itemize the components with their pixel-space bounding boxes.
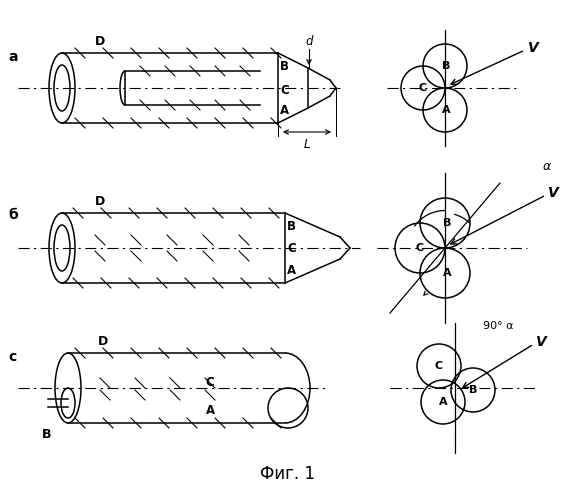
Text: B: B (42, 428, 51, 441)
Text: B: B (442, 61, 450, 71)
Text: D: D (95, 35, 105, 48)
Text: C: C (287, 242, 295, 256)
Text: V: V (548, 186, 559, 200)
Text: а: а (8, 50, 17, 64)
Text: б: б (8, 208, 18, 222)
Text: Фиг. 1: Фиг. 1 (260, 465, 316, 483)
Text: A: A (443, 268, 452, 278)
Text: D: D (98, 335, 108, 348)
Text: C: C (206, 376, 214, 388)
Text: B: B (280, 60, 289, 72)
Text: V: V (528, 41, 539, 55)
Text: A: A (442, 105, 450, 115)
Text: C: C (416, 243, 424, 253)
Text: C: C (280, 84, 289, 96)
Text: C: C (435, 361, 443, 371)
Text: A: A (206, 404, 215, 416)
Text: D: D (95, 195, 105, 208)
Text: d: d (305, 35, 313, 48)
Text: B: B (287, 220, 296, 234)
Text: B: B (443, 218, 451, 228)
Text: α: α (543, 160, 551, 172)
Text: C: C (419, 83, 427, 93)
Text: с: с (8, 350, 16, 364)
Text: A: A (280, 104, 289, 118)
Text: B: B (469, 385, 477, 395)
Text: 90° α: 90° α (483, 321, 513, 331)
Text: V: V (536, 335, 547, 349)
Text: L: L (304, 138, 310, 151)
Text: A: A (287, 264, 296, 276)
Text: A: A (439, 397, 448, 407)
